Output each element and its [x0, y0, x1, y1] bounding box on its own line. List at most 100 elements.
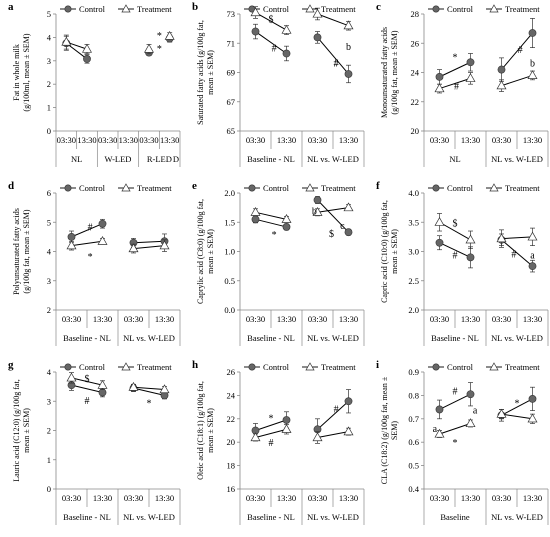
series-line-treatment: [439, 423, 471, 435]
x-tick-label: 13:30: [277, 314, 296, 324]
y-tick-label: 4: [47, 247, 52, 257]
y-tick-label: 1: [47, 103, 51, 113]
x-group-label: Baseline: [440, 512, 469, 522]
y-axis-title: SEM): [390, 421, 399, 440]
y-tick-label: 1.0: [224, 247, 235, 257]
legend-treatment-label: Treatment: [505, 183, 540, 193]
legend-treatment-label: Treatment: [137, 4, 172, 14]
data-point-treatment: [281, 214, 292, 223]
data-point-control: [528, 29, 537, 37]
x-group-label: NL vs. W-LED: [491, 154, 543, 164]
x-group-label: R-LED: [147, 154, 172, 164]
y-tick-label: 5: [47, 217, 51, 227]
legend-control-label: Control: [79, 183, 106, 193]
data-point-treatment: [66, 240, 77, 250]
chart-panel-g: g 0 1 2 3 4 Lauric acid (C12:0) (g/100g fat, me…: [8, 359, 181, 525]
data-point-control: [344, 70, 353, 78]
annotation: #: [511, 249, 516, 260]
legend-treatment-label: Treatment: [321, 4, 356, 14]
data-point-treatment: [496, 80, 507, 90]
data-point-control: [98, 388, 107, 397]
series-line-treatment: [439, 221, 471, 241]
x-tick-label: 13:30: [119, 135, 138, 145]
legend-treatment-marker: [305, 362, 315, 371]
x-group-label: NL: [71, 154, 82, 164]
annotation: *: [453, 52, 458, 63]
data-point-control: [466, 253, 475, 262]
y-axis-title: CLA (C18:2) (g/100g fat, mean ±: [380, 376, 389, 484]
annotation: #: [334, 58, 339, 69]
y-tick-label: 71: [227, 38, 236, 48]
annotation: #: [454, 82, 459, 93]
data-point-treatment: [159, 384, 170, 394]
y-tick-label: 0.4: [408, 484, 419, 494]
annotation: *: [157, 44, 162, 55]
panel-label: g: [8, 359, 14, 371]
y-tick-label: 0.7: [408, 414, 419, 424]
annotation: #: [518, 45, 523, 56]
y-axis-title: (g/100ml, mean ± SEM): [22, 33, 31, 111]
data-point-treatment: [496, 408, 507, 418]
data-point-control: [435, 72, 444, 81]
x-group-label: NL vs. W-LED: [491, 512, 543, 522]
x-tick-label: 13:30: [339, 493, 358, 503]
data-point-treatment: [128, 381, 139, 391]
y-tick-label: 1: [47, 455, 51, 465]
chart-panel-f: f 2.0 2.5 3.0 3.5 4.0 Capric acid (C10:0) (g/1…: [376, 180, 549, 346]
annotation: *: [453, 438, 458, 449]
data-point-control: [344, 228, 353, 237]
data-point-control: [282, 223, 291, 231]
series-line-treatment: [255, 428, 287, 439]
y-axis-title: Caprylic acid (C8:0) (g/100g fat,: [196, 199, 205, 304]
data-point-treatment: [343, 202, 354, 212]
x-tick-label: 03:30: [246, 135, 265, 145]
data-point-control: [67, 232, 76, 241]
series-line-control: [439, 61, 471, 78]
annotation: b: [346, 42, 351, 53]
series-line-control: [255, 419, 287, 431]
y-axis-title: (g/100g fat, mean ± SEM): [22, 209, 31, 293]
y-tick-label: 69: [227, 68, 236, 78]
x-tick-label: 03:30: [492, 314, 511, 324]
x-tick-label: 13:30: [155, 314, 174, 324]
x-tick-label: 13:30: [461, 314, 480, 324]
legend-treatment-marker: [121, 183, 131, 192]
y-tick-label: 3.5: [408, 217, 419, 227]
data-point-control: [282, 49, 291, 58]
legend-treatment-label: Treatment: [505, 362, 540, 372]
data-point-treatment: [496, 233, 507, 243]
y-tick-label: 1.5: [224, 217, 235, 227]
series-line-control: [317, 400, 349, 430]
data-point-control: [344, 397, 353, 406]
x-group-label: Baseline - NL: [247, 154, 295, 164]
data-point-treatment: [250, 7, 261, 17]
panel-label: e: [192, 180, 197, 192]
chart-panel-a: a 0 1 2 3 4 5 Fat in whole milk (g/100ml, mean ±…: [8, 1, 181, 167]
x-tick-label: 03:30: [492, 493, 511, 503]
data-point-treatment: [312, 432, 323, 442]
legend-control-label: Control: [263, 183, 290, 193]
data-point-treatment: [312, 206, 323, 216]
annotation: #: [272, 44, 277, 55]
y-axis-title: Capric acid (C10:0) (g/100g fat,: [380, 200, 389, 303]
x-group-label: NL vs. W-LED: [307, 333, 359, 343]
legend-control-marker: [432, 184, 440, 192]
panel-label: b: [192, 1, 198, 13]
y-axis-title: Saturated fatty acids (g/100g fat,: [196, 20, 205, 125]
panel-label: h: [192, 359, 198, 371]
data-point-treatment: [465, 418, 476, 428]
annotation: *: [88, 252, 93, 263]
legend-treatment-label: Treatment: [505, 4, 540, 14]
y-tick-label: 3: [47, 56, 51, 66]
y-tick-label: 4: [47, 32, 52, 42]
annotation: a: [530, 250, 535, 261]
y-tick-label: 22: [411, 97, 420, 107]
legend-control-label: Control: [263, 362, 290, 372]
x-group-label: Baseline - NL: [247, 333, 295, 343]
x-group-label: NL vs. W-LED: [307, 512, 359, 522]
y-tick-label: 0: [47, 484, 51, 494]
chart-panel-c: c 20 22 24 26 28 Monounsaturated fatty acids (g…: [376, 1, 549, 167]
y-axis-title: Lauric acid (C12:0) (g/100g fat,: [12, 379, 21, 481]
x-tick-label: 03:30: [124, 493, 143, 503]
